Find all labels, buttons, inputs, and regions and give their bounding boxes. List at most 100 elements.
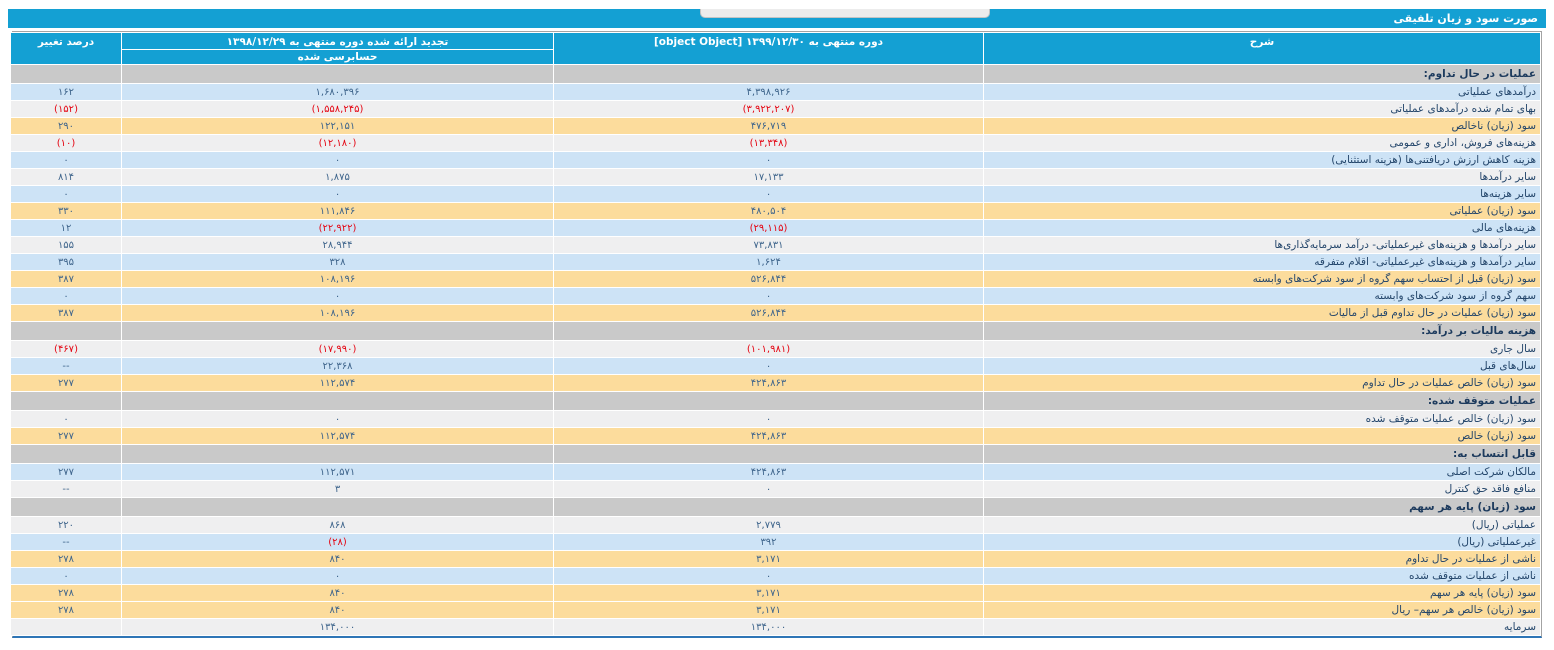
table-row: سود (زیان) خالص ۴۲۴,۸۶۳ ۱۱۲,۵۷۴ ۲۷۷: [10, 427, 1541, 445]
value-audited: (۱,۵۵۸,۲۴۵): [121, 100, 554, 118]
table-row: سهم گروه از سود شرکت‌های وابسته ۰ ۰ ۰: [10, 287, 1541, 305]
value-audited: ۳: [121, 480, 554, 498]
value-audited: ۱۲۲,۱۵۱: [121, 117, 554, 135]
value-audited: ۰: [121, 287, 554, 305]
row-label: سود (زیان) خالص: [983, 427, 1541, 445]
header-change-percent: درصد تغییر: [10, 32, 122, 65]
value-change: ۱۶۲: [10, 83, 122, 101]
table-body: عملیات در حال تداوم: درآمدهای عملیاتی ۴,۳۹…: [10, 64, 1541, 636]
row-label: سود (زیان) پایه هر سهم: [983, 584, 1541, 602]
table-row: سایر هزینه‌ها ۰ ۰ ۰: [10, 185, 1541, 203]
value-current: ۴,۳۹۸,۹۲۶: [553, 83, 984, 101]
value-change: [10, 64, 122, 84]
value-current: ۳,۱۷۱: [553, 550, 984, 568]
value-current: ۰: [553, 185, 984, 203]
value-change: ۲۷۸: [10, 601, 122, 619]
value-change: ۰: [10, 410, 122, 428]
table-row: هزینه‌های فروش، اداری و عمومی (۱۳,۳۴۸) (۱۲…: [10, 134, 1541, 152]
table-row: عملیاتی (ریال) ۲,۷۷۹ ۸۶۸ ۲۲۰: [10, 516, 1541, 534]
table-row: درآمدهای عملیاتی ۴,۳۹۸,۹۲۶ ۱,۶۸۰,۳۹۶ ۱۶۲: [10, 83, 1541, 101]
row-label: سود (زیان) عملیاتی: [983, 202, 1541, 220]
table-row: سایر درآمدها و هزینه‌های غیرعملیاتی- درآ…: [10, 236, 1541, 254]
value-change: [10, 321, 122, 341]
row-label: سود (زیان) عملیات در حال تداوم قبل از ما…: [983, 304, 1541, 322]
row-label: سود (زیان) خالص عملیات متوقف شده: [983, 410, 1541, 428]
table-row: بهای تمام شده درآمدهای عملیاتی (۳,۹۲۲,۲۰۷…: [10, 100, 1541, 118]
value-current: [553, 391, 984, 411]
row-label: هزینه مالیات بر درآمد:: [983, 321, 1541, 341]
table-row: مالکان شرکت اصلی ۴۲۴,۸۶۳ ۱۱۲,۵۷۱ ۲۷۷: [10, 463, 1541, 481]
value-change: ۱۵۵: [10, 236, 122, 254]
table-row: سود (زیان) قبل از احتساب سهم گروه از سود…: [10, 270, 1541, 288]
value-audited: ۸۴۰: [121, 601, 554, 619]
value-change: ۲۷۷: [10, 463, 122, 481]
table-row: سود (زیان) پایه هر سهم ۳,۱۷۱ ۸۴۰ ۲۷۸: [10, 584, 1541, 602]
row-label: هزینه‌های مالی: [983, 219, 1541, 237]
value-current: ۰: [553, 480, 984, 498]
table-row: ناشی از عملیات متوقف شده ۰ ۰ ۰: [10, 567, 1541, 585]
section-row: عملیات در حال تداوم:: [10, 64, 1541, 84]
value-change: ۰: [10, 287, 122, 305]
section-row: سود (زیان) پایه هر سهم: [10, 497, 1541, 517]
table-row: سال‌های قبل ۰ ۲۲,۳۶۸ --: [10, 357, 1541, 375]
value-audited: [121, 497, 554, 517]
report-title: صورت سود و زیان تلفیقی: [1393, 12, 1538, 25]
value-audited: ۰: [121, 567, 554, 585]
value-current: (۲۹,۱۱۵): [553, 219, 984, 237]
value-current: [553, 497, 984, 517]
value-current: ۳۹۲: [553, 533, 984, 551]
table-row: سایر درآمدها و هزینه‌های غیرعملیاتی- اقل…: [10, 253, 1541, 271]
value-change: ۰: [10, 567, 122, 585]
value-audited: ۱۳۴,۰۰۰: [121, 618, 554, 636]
table-row: ناشی از عملیات در حال تداوم ۳,۱۷۱ ۸۴۰ ۲۷۸: [10, 550, 1541, 568]
value-audited: ۱۰۸,۱۹۶: [121, 304, 554, 322]
table-row: سود (زیان) خالص عملیات متوقف شده ۰ ۰ ۰: [10, 410, 1541, 428]
value-audited: ۱۱۲,۵۷۱: [121, 463, 554, 481]
table-row: سایر درآمدها ۱۷,۱۳۳ ۱,۸۷۵ ۸۱۴: [10, 168, 1541, 186]
value-audited: ۱,۸۷۵: [121, 168, 554, 186]
table-row: منافع فاقد حق کنترل ۰ ۳ --: [10, 480, 1541, 498]
table-row: سود (زیان) عملیاتی ۴۸۰,۵۰۴ ۱۱۱,۸۴۶ ۳۳۰: [10, 202, 1541, 220]
value-audited: (۲۸): [121, 533, 554, 551]
value-current: ۱,۶۲۴: [553, 253, 984, 271]
value-current: (۱۳,۳۴۸): [553, 134, 984, 152]
header-current-period: دوره منتهی به ۱۳۹۹/۱۲/۳۰ [object Object]: [553, 32, 984, 65]
value-change: ۸۱۴: [10, 168, 122, 186]
value-change: ۰: [10, 151, 122, 169]
row-label: مالکان شرکت اصلی: [983, 463, 1541, 481]
row-label: عملیاتی (ریال): [983, 516, 1541, 534]
value-change: --: [10, 533, 122, 551]
value-audited: [121, 391, 554, 411]
table-row: سود (زیان) خالص عملیات در حال تداوم ۴۲۴,۸…: [10, 374, 1541, 392]
row-label: سود (زیان) ناخالص: [983, 117, 1541, 135]
value-change: ۲۷۸: [10, 584, 122, 602]
value-current: ۲,۷۷۹: [553, 516, 984, 534]
value-current: ۱۷,۱۳۳: [553, 168, 984, 186]
value-current: [553, 444, 984, 464]
value-change: ۲۷۷: [10, 427, 122, 445]
table-row: هزینه کاهش ارزش دریافتنی‌ها (هزینه استثن…: [10, 151, 1541, 169]
value-audited: ۸۴۰: [121, 550, 554, 568]
value-audited: ۳۲۸: [121, 253, 554, 271]
row-label: غیرعملیاتی (ریال): [983, 533, 1541, 551]
row-label: سال‌های قبل: [983, 357, 1541, 375]
value-audited: (۱۲,۱۸۰): [121, 134, 554, 152]
header-audited-label: حسابرسی شده: [121, 49, 554, 65]
value-current: ۴۲۴,۸۶۳: [553, 463, 984, 481]
row-label: سهم گروه از سود شرکت‌های وابسته: [983, 287, 1541, 305]
value-audited: ۰: [121, 151, 554, 169]
row-label: درآمدهای عملیاتی: [983, 83, 1541, 101]
value-change: --: [10, 480, 122, 498]
value-current: ۳,۱۷۱: [553, 584, 984, 602]
table-row: سرمایه ۱۳۴,۰۰۰ ۱۳۴,۰۰۰: [10, 618, 1541, 636]
value-current: [553, 321, 984, 341]
value-current: ۵۲۶,۸۴۴: [553, 304, 984, 322]
value-current: (۱۰۱,۹۸۱): [553, 340, 984, 358]
value-audited: [121, 444, 554, 464]
value-current: ۴۲۴,۸۶۳: [553, 427, 984, 445]
header-row-2: حسابرسی شده: [11, 49, 1541, 65]
value-change: (۴۶۷): [10, 340, 122, 358]
value-audited: [121, 64, 554, 84]
table-row: غیرعملیاتی (ریال) ۳۹۲ (۲۸) --: [10, 533, 1541, 551]
row-label: سود (زیان) خالص عملیات در حال تداوم: [983, 374, 1541, 392]
